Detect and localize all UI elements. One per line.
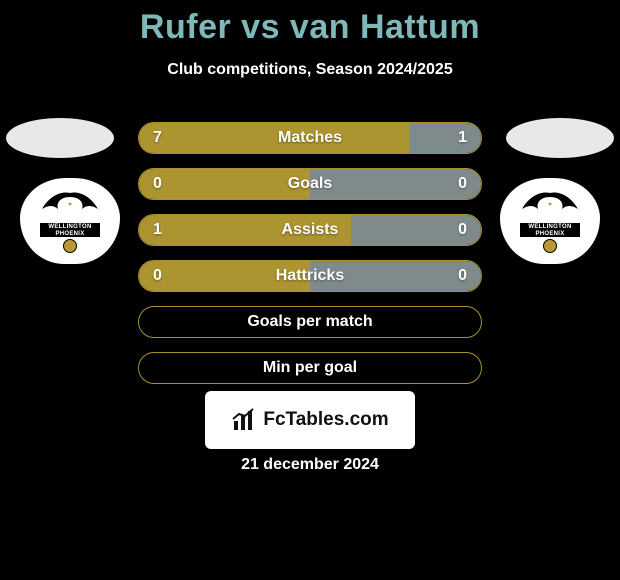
comparison-card: Rufer vs van Hattum Club competitions, S… xyxy=(0,0,620,580)
stat-label: Goals xyxy=(288,175,332,193)
stat-row: 1 0 Assists xyxy=(138,214,482,246)
value-left: 0 xyxy=(153,175,162,193)
value-right: 0 xyxy=(458,221,467,239)
fill-left xyxy=(139,123,409,153)
club-name-1: WELLINGTON xyxy=(520,224,580,231)
fill-right xyxy=(409,123,481,153)
date-text: 21 december 2024 xyxy=(0,456,620,474)
brand-text: FcTables.com xyxy=(263,409,388,431)
stat-label: Hattricks xyxy=(276,267,344,285)
page-title: Rufer vs van Hattum xyxy=(0,0,620,47)
stat-label: Goals per match xyxy=(247,313,372,331)
stat-label: Matches xyxy=(278,129,342,147)
player-photo-left xyxy=(6,118,114,158)
value-left: 0 xyxy=(153,267,162,285)
stat-row: 0 0 Hattricks xyxy=(138,260,482,292)
stat-row: 7 1 Matches xyxy=(138,122,482,154)
club-name-1: WELLINGTON xyxy=(40,224,100,231)
club-badge-right: WELLINGTON PHOENIX xyxy=(500,178,600,264)
club-badge-left: WELLINGTON PHOENIX xyxy=(20,178,120,264)
stat-row: 0 0 Goals xyxy=(138,168,482,200)
eagle-icon xyxy=(516,189,584,223)
value-right: 0 xyxy=(458,267,467,285)
stat-label: Assists xyxy=(282,221,339,239)
brand-badge: FcTables.com xyxy=(205,391,415,449)
badge-inner: WELLINGTON PHOENIX xyxy=(32,183,108,259)
club-name-2: PHOENIX xyxy=(40,231,100,238)
fctables-logo-icon xyxy=(231,407,257,433)
badge-inner: WELLINGTON PHOENIX xyxy=(512,183,588,259)
value-right: 0 xyxy=(458,175,467,193)
player-photo-right xyxy=(506,118,614,158)
badge-text: WELLINGTON PHOENIX xyxy=(40,223,100,237)
stat-row: Min per goal xyxy=(138,352,482,384)
badge-text: WELLINGTON PHOENIX xyxy=(520,223,580,237)
stat-label: Min per goal xyxy=(263,359,357,377)
fill-right xyxy=(310,169,481,199)
subtitle: Club competitions, Season 2024/2025 xyxy=(0,61,620,79)
value-right: 1 xyxy=(458,129,467,147)
value-left: 7 xyxy=(153,129,162,147)
value-left: 1 xyxy=(153,221,162,239)
eagle-icon xyxy=(36,189,104,223)
stat-row: Goals per match xyxy=(138,306,482,338)
stat-bars: 7 1 Matches 0 0 Goals 1 0 Assists 0 0 Hattricks Goal… xyxy=(138,122,482,398)
fill-left xyxy=(139,169,310,199)
ball-icon xyxy=(63,239,77,253)
club-name-2: PHOENIX xyxy=(520,231,580,238)
ball-icon xyxy=(543,239,557,253)
